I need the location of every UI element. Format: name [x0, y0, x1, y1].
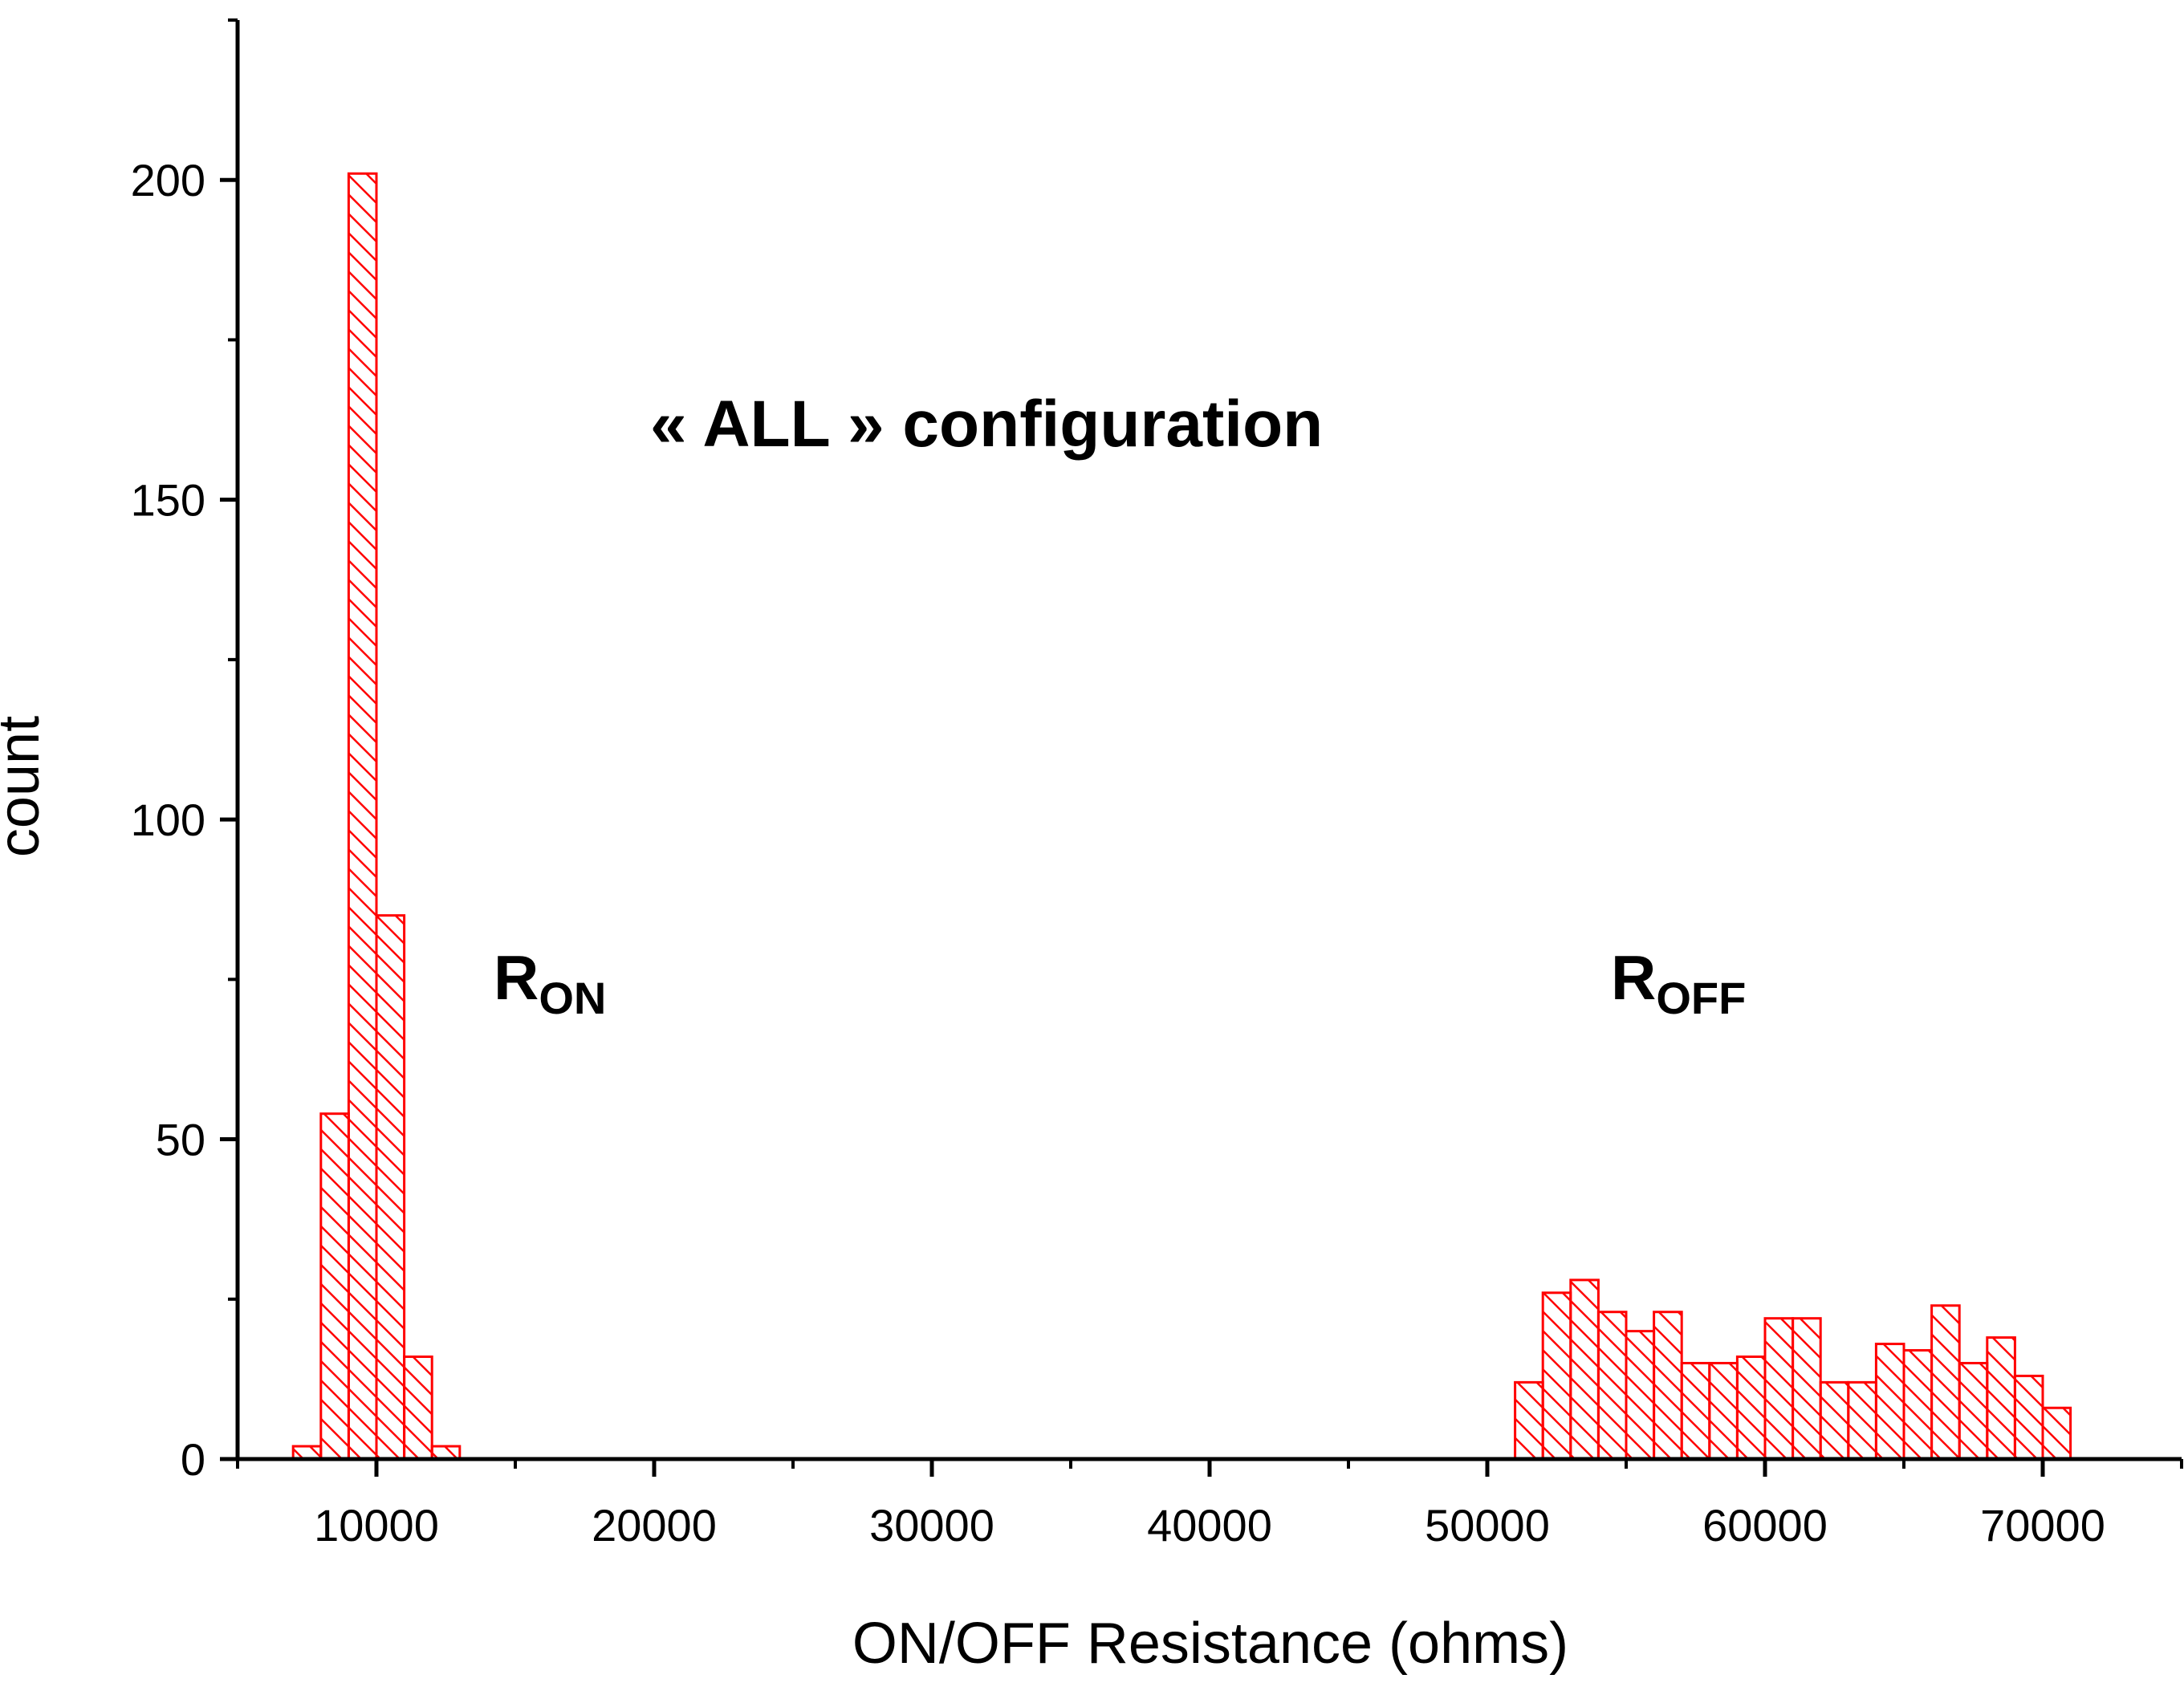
histogram-bar	[1541, 1291, 1572, 1461]
config-annotation: « ALL » configuration	[650, 388, 1323, 461]
r-on-subscript: ON	[539, 973, 606, 1023]
histogram-bar	[1819, 1380, 1850, 1461]
x-tick-label: 60000	[1702, 1500, 1828, 1551]
histogram-bar	[1680, 1361, 1711, 1461]
histogram-bar	[2013, 1374, 2044, 1461]
histogram-bar	[1653, 1311, 1683, 1461]
y-tick-label: 150	[131, 475, 205, 526]
histogram-bar	[1958, 1361, 1989, 1461]
y-tick-label: 0	[181, 1434, 205, 1485]
histogram-bar	[1874, 1343, 1905, 1461]
r-on-annotation: RON	[494, 942, 606, 1023]
histogram-bar	[375, 914, 406, 1461]
r-on-main: R	[494, 942, 539, 1013]
histogram-bar	[1625, 1330, 1656, 1461]
histogram-bar	[319, 1112, 350, 1461]
y-axis-title: count	[0, 716, 51, 857]
histogram-bar	[1930, 1304, 1961, 1461]
histogram-bar	[1514, 1380, 1544, 1461]
x-tick-label: 10000	[314, 1500, 439, 1551]
x-tick-label: 30000	[869, 1500, 994, 1551]
x-tick-label: 50000	[1425, 1500, 1550, 1551]
histogram-bar	[1763, 1317, 1795, 1461]
y-tick-label: 200	[131, 155, 205, 205]
histogram-bar	[1986, 1336, 2016, 1461]
histogram-bar	[1792, 1317, 1822, 1461]
histogram-bar	[1847, 1380, 1877, 1461]
histogram-bar	[1596, 1311, 1628, 1461]
y-tick-label: 100	[131, 795, 205, 845]
histogram-bar	[1902, 1349, 1934, 1461]
y-tick-label: 50	[156, 1115, 205, 1165]
histogram-bar	[403, 1355, 433, 1461]
x-axis-title: ON/OFF Resistance (ohms)	[852, 1612, 1568, 1676]
histogram-bar	[1708, 1361, 1739, 1461]
x-tick-label: 20000	[592, 1500, 717, 1551]
x-axis-ticks: 10000 20000 30000 40000 50000 60000 70000	[236, 1459, 2183, 1551]
histogram-bar	[1735, 1355, 1767, 1461]
histogram-bars	[291, 172, 2072, 1461]
x-tick-label: 70000	[1980, 1500, 2105, 1551]
x-tick-label: 40000	[1147, 1500, 1272, 1551]
axes	[235, 20, 2182, 1461]
r-off-annotation: ROFF	[1611, 942, 1746, 1023]
r-off-main: R	[1611, 942, 1656, 1013]
y-axis-ticks: 0 50 100 150 200	[131, 18, 238, 1485]
histogram-bar	[347, 172, 378, 1461]
r-off-subscript: OFF	[1656, 973, 1746, 1023]
histogram-bar	[2041, 1406, 2072, 1461]
histogram-bar	[1569, 1278, 1600, 1461]
